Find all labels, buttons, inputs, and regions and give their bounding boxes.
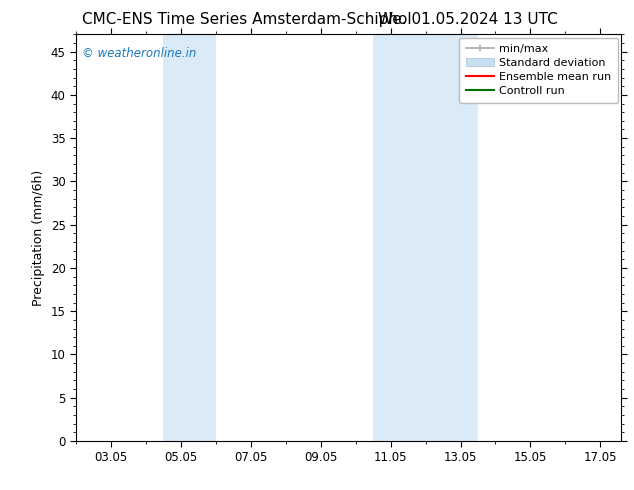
Legend: min/max, Standard deviation, Ensemble mean run, Controll run: min/max, Standard deviation, Ensemble me… — [459, 38, 618, 102]
Bar — [164, 34, 216, 441]
Text: © weatheronline.in: © weatheronline.in — [82, 47, 196, 59]
Y-axis label: Precipitation (mm/6h): Precipitation (mm/6h) — [32, 170, 45, 306]
Bar — [373, 34, 478, 441]
Text: CMC-ENS Time Series Amsterdam-Schiphol: CMC-ENS Time Series Amsterdam-Schiphol — [82, 12, 412, 27]
Text: We. 01.05.2024 13 UTC: We. 01.05.2024 13 UTC — [378, 12, 558, 27]
